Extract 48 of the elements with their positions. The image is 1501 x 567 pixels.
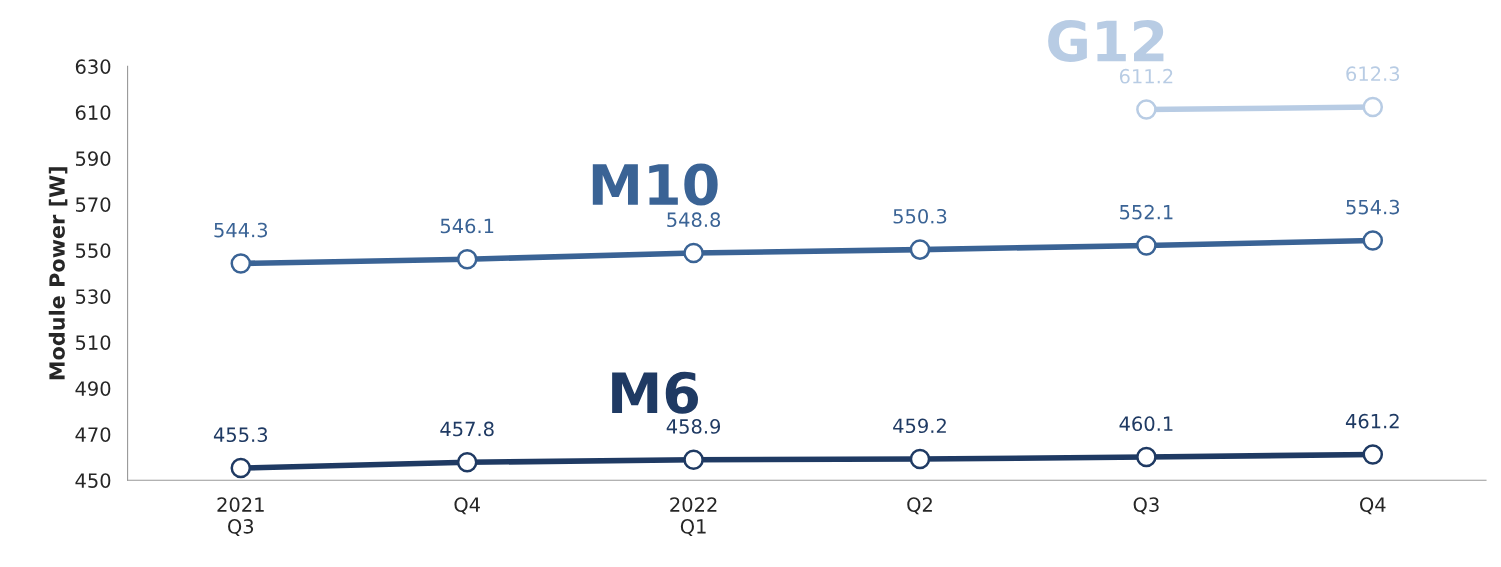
x-tick-label: Q3	[1133, 497, 1159, 515]
point	[683, 449, 704, 471]
data-label: 544.3	[214, 222, 268, 238]
y-tick-label: 570	[76, 197, 111, 212]
y-tick-label: 630	[75, 59, 111, 74]
data-label: 611.2	[1119, 68, 1173, 84]
data-label: 457.8	[440, 421, 494, 437]
x-tick-label: 2021 Q3	[217, 497, 264, 536]
y-axis-title: Module Power [W]	[48, 167, 68, 380]
data-label: 554.3	[1346, 199, 1400, 215]
y-tick-label: 510	[76, 335, 111, 350]
data-label: 552.1	[1120, 204, 1173, 220]
y-tick-label: 490	[75, 381, 111, 396]
point	[1362, 444, 1384, 465]
data-label: 458.9	[666, 419, 721, 434]
point	[909, 239, 931, 260]
point	[230, 253, 252, 274]
data-label: 460.1	[1119, 416, 1173, 432]
data-label: 550.3	[893, 208, 947, 224]
point	[1136, 99, 1157, 120]
point	[456, 452, 478, 473]
x-tick-label: 2022 Q1	[670, 497, 717, 536]
point	[1136, 235, 1157, 256]
y-tick-label: 530	[76, 289, 111, 304]
series-label: M10	[592, 163, 718, 206]
point	[909, 448, 931, 470]
data-label: 546.1	[440, 218, 494, 234]
data-label: 612.3	[1346, 66, 1400, 82]
y-tick-label: 550	[76, 243, 111, 258]
data-label: 459.2	[893, 418, 946, 434]
y-tick-label: 610	[75, 105, 111, 120]
point	[1362, 96, 1384, 118]
data-label: 455.3	[213, 427, 268, 443]
point	[230, 457, 252, 479]
point	[456, 248, 478, 270]
series-label: G12	[1048, 19, 1164, 62]
y-tick-label: 450	[75, 473, 111, 488]
y-tick-label: 470	[75, 427, 111, 442]
x-tick-label: Q2	[907, 497, 932, 515]
x-tick-label: Q4	[1360, 497, 1386, 515]
x-tick-label: Q4	[454, 497, 480, 515]
point	[1136, 446, 1157, 468]
y-tick-label: 590	[76, 151, 111, 166]
data-label: 548.8	[667, 212, 721, 228]
point	[683, 242, 704, 264]
point	[1362, 230, 1384, 251]
data-label: 461.2	[1345, 413, 1399, 429]
series-label: M6	[612, 371, 698, 414]
